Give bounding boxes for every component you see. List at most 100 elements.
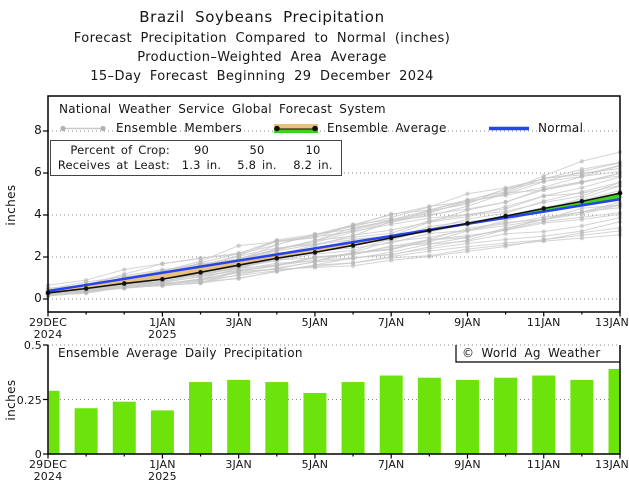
ensemble-member-dot <box>503 185 508 191</box>
ensemble-average-dot <box>121 281 127 286</box>
ensemble-average-dot <box>274 255 280 261</box>
ensemble-member-dot <box>427 237 432 242</box>
ensemble-member-dot <box>350 235 356 240</box>
ensemble-member-dot <box>579 190 585 196</box>
daily-bar <box>532 375 556 454</box>
ensemble-member-dot <box>427 224 432 229</box>
stats-row2-value: 8.2 in. <box>293 157 333 172</box>
ensemble-member-dot <box>465 212 470 218</box>
ensemble-member-dot <box>579 185 585 190</box>
ensemble-member-dot <box>541 238 546 244</box>
ensemble-member-dot <box>236 254 241 259</box>
normal-line <box>47 198 621 293</box>
ensemble-member-dot <box>312 259 318 265</box>
daily-bar <box>494 377 518 454</box>
ensemble-member-dot <box>312 238 318 243</box>
daily-bar <box>189 382 213 454</box>
ensemble-member-dot <box>579 235 585 241</box>
ensemble-member-dot <box>389 219 394 224</box>
top-x-tick-label: 3JAN <box>225 316 252 329</box>
subtitle-area-average: Production–Weighted Area Average <box>137 50 387 65</box>
bottom-x-tick-label: 7JAN <box>377 458 405 471</box>
bottom-x-year-label: 2025 <box>147 470 177 483</box>
ensemble-member-line <box>47 234 621 296</box>
stats-row2-value: 5.8 in. <box>237 157 277 172</box>
ensemble-member-dot <box>579 169 585 174</box>
ensemble-average-dot <box>312 250 318 255</box>
daily-bar <box>379 375 403 454</box>
legend-average-dot <box>274 125 280 132</box>
ensemble-average-dot <box>465 221 470 226</box>
daily-bar <box>570 379 594 454</box>
ensemble-member-dot <box>465 198 470 204</box>
ensemble-member-dot <box>579 217 585 222</box>
legend-average-dot <box>312 125 318 132</box>
ensemble-member-dot <box>198 278 203 283</box>
ensemble-average-dot <box>350 243 356 248</box>
ensemble-member-dot <box>579 209 585 215</box>
ensemble-member-dot <box>465 191 470 196</box>
ensemble-average-dot <box>83 286 89 291</box>
ensemble-member-dot <box>503 209 508 214</box>
subtitle-compared-to-normal: Forecast Precipitation Compared to Norma… <box>73 31 451 46</box>
ensemble-member-dot <box>541 200 546 205</box>
top-x-tick-label: 13JAN <box>595 316 629 329</box>
top-x-tick-label: 29DEC <box>28 316 68 329</box>
ensemble-member-dot <box>312 242 318 247</box>
ensemble-member-dot <box>198 259 203 264</box>
ensemble-average-dot <box>160 276 165 282</box>
ensemble-member-dot <box>350 260 356 266</box>
ensemble-average-dot <box>388 235 394 241</box>
stats-row1-value: 10 <box>305 142 321 157</box>
ensemble-member-dot <box>541 193 546 199</box>
ensemble-average-dot <box>427 228 432 233</box>
top-y-tick-label: 2 <box>34 249 42 263</box>
ensemble-member-dot <box>503 237 508 242</box>
page-title: Brazil Soybeans Precipitation <box>139 8 385 26</box>
ensemble-average-dot <box>198 270 203 275</box>
ensemble-member-dot <box>427 218 432 223</box>
ensemble-member-dot <box>579 206 585 211</box>
ensemble-member-dot <box>465 227 470 233</box>
ensemble-member-line <box>47 175 621 295</box>
bottom-x-tick-label: 13JAN <box>595 458 629 471</box>
ensemble-member-dot <box>579 159 585 164</box>
ensemble-member-dot <box>541 233 546 239</box>
top-y-tick-label: 6 <box>34 165 42 179</box>
ensemble-member-dot <box>389 255 394 261</box>
legend-average-green-swatch <box>274 129 318 133</box>
ensemble-member-dot <box>427 204 432 209</box>
ensemble-member-dot <box>350 251 356 257</box>
ensemble-member-dot <box>350 227 356 233</box>
top-y-tick-label: 8 <box>34 123 42 137</box>
daily-bar <box>112 401 136 454</box>
legend-label-ensemble-members: Ensemble Members <box>116 121 243 135</box>
ensemble-member-dot <box>503 221 508 226</box>
ensemble-member-dot <box>198 273 203 279</box>
ensemble-member-dot <box>427 241 432 246</box>
top-x-tick-label: 7JAN <box>377 316 405 329</box>
ensemble-member-dot <box>389 227 394 233</box>
ensemble-member-dot <box>503 228 508 233</box>
daily-bar <box>150 410 174 454</box>
stats-row1-label: Percent of Crop: <box>70 142 170 157</box>
ensemble-member-dot <box>236 273 241 278</box>
ensemble-average-dot <box>579 199 585 204</box>
bottom-x-tick-label: 11JAN <box>526 458 561 471</box>
title-block: Brazil Soybeans Precipitation Forecast P… <box>0 6 524 86</box>
bottom-y-tick-label: 0.25 <box>16 393 42 407</box>
bottom-chart-title: Ensemble Average Daily Precipitation <box>58 346 303 360</box>
top-x-tick-label: 1JAN <box>149 316 176 329</box>
ensemble-member-dot <box>503 199 508 205</box>
daily-bar <box>341 382 365 454</box>
top-x-tick-label: 11JAN <box>526 316 561 329</box>
ensemble-member-line <box>47 217 621 295</box>
legend-label-ensemble-average: Ensemble Average <box>327 121 447 135</box>
ensemble-member-dot <box>160 261 165 267</box>
ensemble-member-dot <box>350 256 356 261</box>
daily-bar <box>303 392 327 454</box>
top-chart-frame <box>47 95 621 313</box>
crop-percentile-table: Percent of Crop: 90 50 10 Receives at Le… <box>50 140 342 176</box>
ensemble-member-dot <box>465 206 470 212</box>
